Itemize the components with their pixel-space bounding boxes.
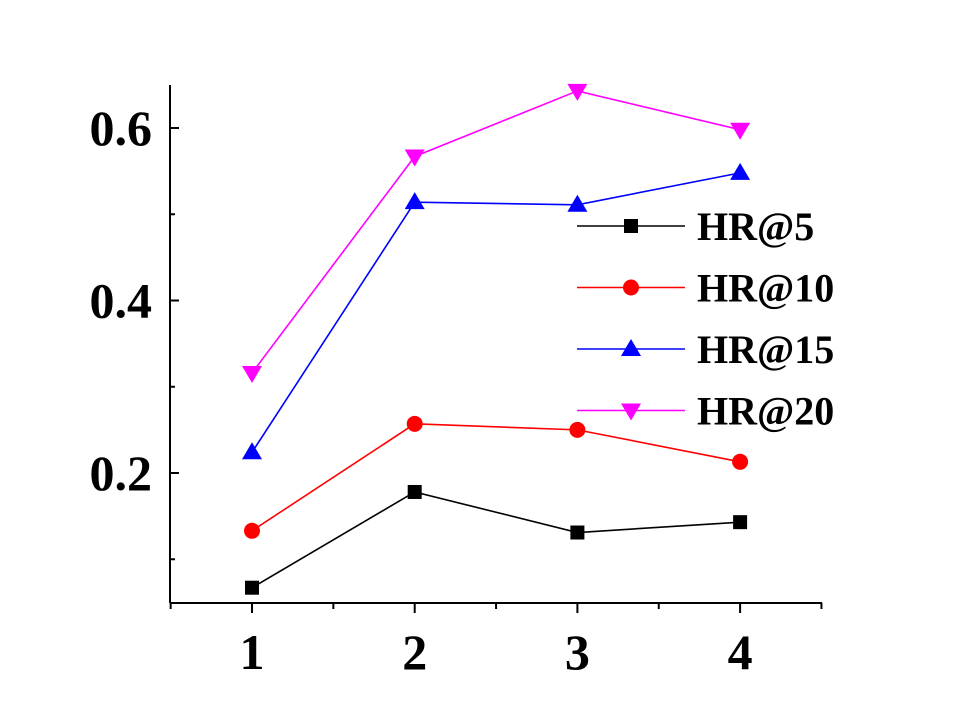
legend-label: HR@5: [697, 204, 814, 249]
axes: 0.2 0.4 0.6 1 2 3 4: [90, 85, 823, 680]
legend-entry: HR@20: [577, 389, 834, 434]
legend-label: HR@20: [697, 389, 834, 434]
x-tick-label: 1: [240, 624, 265, 680]
series-hr-5: [245, 484, 748, 595]
data-point: [730, 122, 751, 140]
legend-marker: [621, 339, 641, 356]
legend-marker: [623, 279, 639, 296]
data-point: [406, 415, 423, 432]
series-hr-10: [244, 415, 749, 539]
data-point: [730, 162, 751, 180]
data-point: [407, 484, 422, 499]
data-point: [244, 522, 260, 539]
x-tick-label: 4: [728, 624, 753, 680]
x-tick-label: 2: [402, 624, 427, 680]
series-hr-15: [242, 162, 751, 460]
data-point: [245, 580, 259, 595]
y-tick-label: 0.2: [90, 445, 153, 501]
data-point: [404, 192, 425, 210]
legend-entry: HR@15: [577, 327, 834, 372]
series-line: [251, 423, 741, 532]
data-point: [242, 365, 262, 383]
series-line: [251, 90, 741, 374]
data-point: [404, 149, 425, 167]
data-point: [569, 421, 586, 438]
legend-label: HR@15: [697, 327, 834, 372]
series-layer: [242, 83, 751, 595]
data-point: [570, 525, 585, 540]
y-tick-label: 0.4: [90, 273, 153, 329]
legend-entry: HR@10: [577, 266, 834, 311]
data-point: [567, 83, 588, 101]
series-hr-20: [242, 83, 751, 383]
legend-marker: [621, 403, 641, 421]
x-tick-label: 3: [565, 624, 590, 680]
y-tick-label: 0.6: [90, 100, 153, 156]
legend-label: HR@10: [697, 266, 834, 311]
data-point: [732, 453, 749, 470]
legend-marker: [624, 219, 638, 233]
legend: HR@5 HR@10 HR@15 HR@20: [577, 204, 834, 434]
data-point: [567, 194, 588, 212]
series-line: [251, 172, 741, 453]
data-point: [242, 442, 262, 460]
data-point: [733, 515, 748, 530]
legend-entry: HR@5: [577, 204, 814, 249]
series-line: [251, 491, 741, 589]
